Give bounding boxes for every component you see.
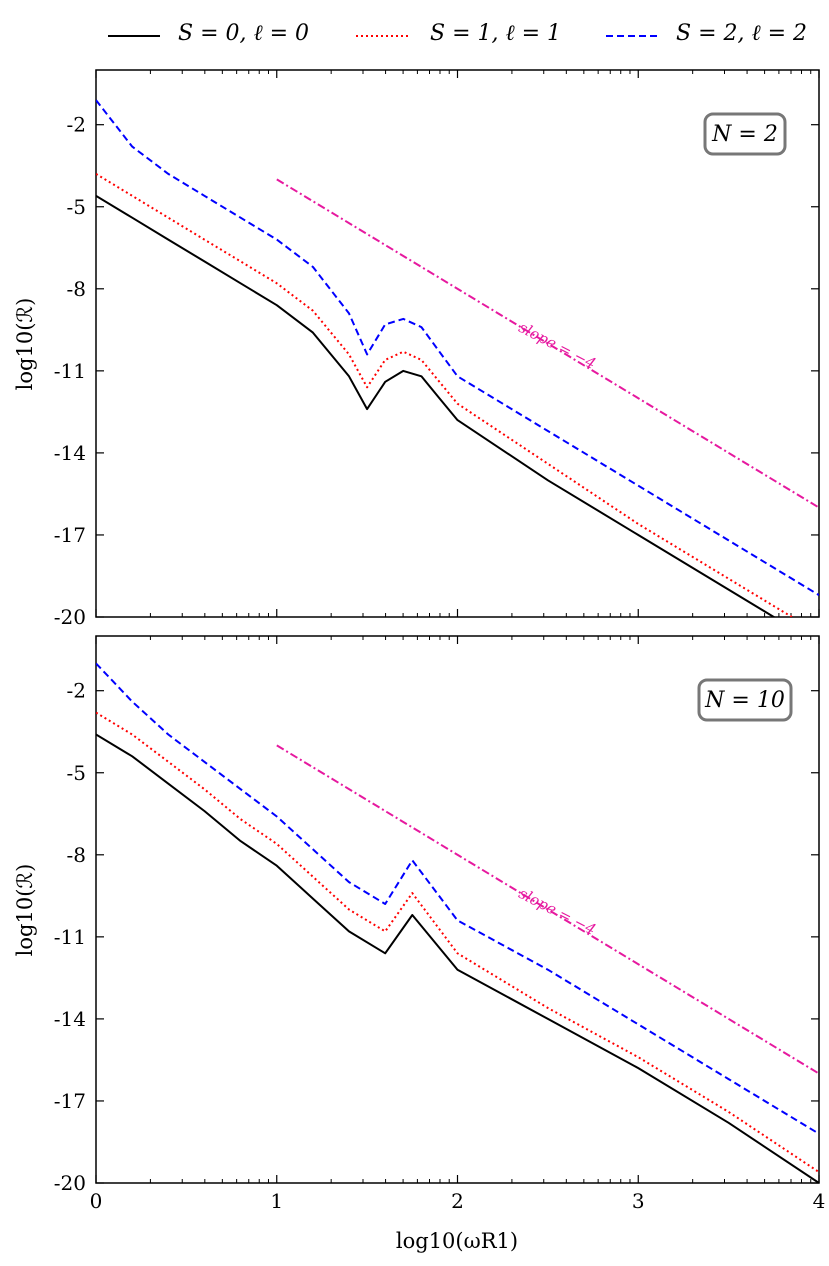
ytick-label: -5 (67, 195, 86, 219)
ytick-label: -2 (67, 113, 86, 137)
legend-line-dashed-icon (606, 35, 658, 37)
ytick-label: -5 (67, 761, 86, 785)
slope-label-bottom: slope = −4 (516, 884, 599, 939)
xtick-label: 2 (451, 1189, 464, 1213)
xlabel: log10(ωR1) (396, 1229, 518, 1253)
xtick-label: 4 (813, 1189, 826, 1213)
series-line (96, 194, 776, 617)
ytick-labels-top: -2 -5 -8 -11 -14 -17 -20 (54, 113, 86, 629)
panel-bottom: -2 -5 -8 -11 -14 -17 -20 0 1 2 3 4 log10… (13, 635, 826, 1253)
ytick-label: -11 (54, 359, 86, 383)
ytick-label: -2 (67, 679, 86, 703)
legend: S = 0, ℓ = 0 S = 1, ℓ = 1 S = 2, ℓ = 2 (0, 14, 829, 54)
legend-line-dotted-icon (356, 35, 408, 37)
ytick-label: -8 (67, 843, 86, 867)
legend-label-s0: S = 0, ℓ = 0 (178, 21, 310, 46)
panel-top: -2 -5 -8 -11 -14 -17 -20 log10(ℛ) slope … (13, 69, 820, 629)
ticks-bottom (95, 636, 820, 1184)
ytick-label: -14 (54, 441, 86, 465)
ytick-labels-bottom: -2 -5 -8 -11 -14 -17 -20 (54, 679, 86, 1195)
ytick-label: -20 (54, 1171, 86, 1195)
badge-frame-top (703, 112, 787, 156)
series-bottom (96, 662, 819, 1183)
ytick-label: -11 (54, 925, 86, 949)
xtick-labels: 0 1 2 3 4 (90, 1189, 826, 1213)
ytick-label: -17 (54, 523, 86, 547)
reference-line (276, 744, 819, 1075)
series-line (96, 711, 819, 1173)
legend-label-s1: S = 1, ℓ = 1 (430, 21, 562, 46)
legend-item-s1: S = 1, ℓ = 1 (356, 18, 586, 48)
badge-frame-bottom (697, 678, 793, 722)
series-line (96, 662, 819, 1135)
series-line (96, 173, 794, 617)
legend-label-s2: S = 2, ℓ = 2 (676, 21, 808, 46)
xtick-label: 3 (632, 1189, 645, 1213)
ytick-label: -20 (54, 605, 86, 629)
ytick-label: -14 (54, 1007, 86, 1031)
badge-top: N = 2 (711, 122, 778, 147)
series-line (96, 733, 819, 1183)
badge-bottom: N = 10 (704, 688, 785, 713)
series-line (96, 99, 819, 596)
slope-label-top: slope = −4 (516, 318, 599, 373)
xtick-label: 1 (270, 1189, 283, 1213)
series-top (96, 99, 819, 617)
ticks-top (95, 70, 820, 618)
xtick-label: 0 (90, 1189, 103, 1213)
ylabel-top: log10(ℛ) (13, 298, 37, 391)
ylabel-bottom: log10(ℛ) (13, 864, 37, 957)
reference-line (276, 178, 819, 509)
legend-item-s0: S = 0, ℓ = 0 (108, 18, 338, 48)
legend-line-solid-icon (108, 35, 160, 37)
ytick-label: -8 (67, 277, 86, 301)
legend-item-s2: S = 2, ℓ = 2 (606, 18, 826, 48)
ytick-label: -17 (54, 1089, 86, 1113)
